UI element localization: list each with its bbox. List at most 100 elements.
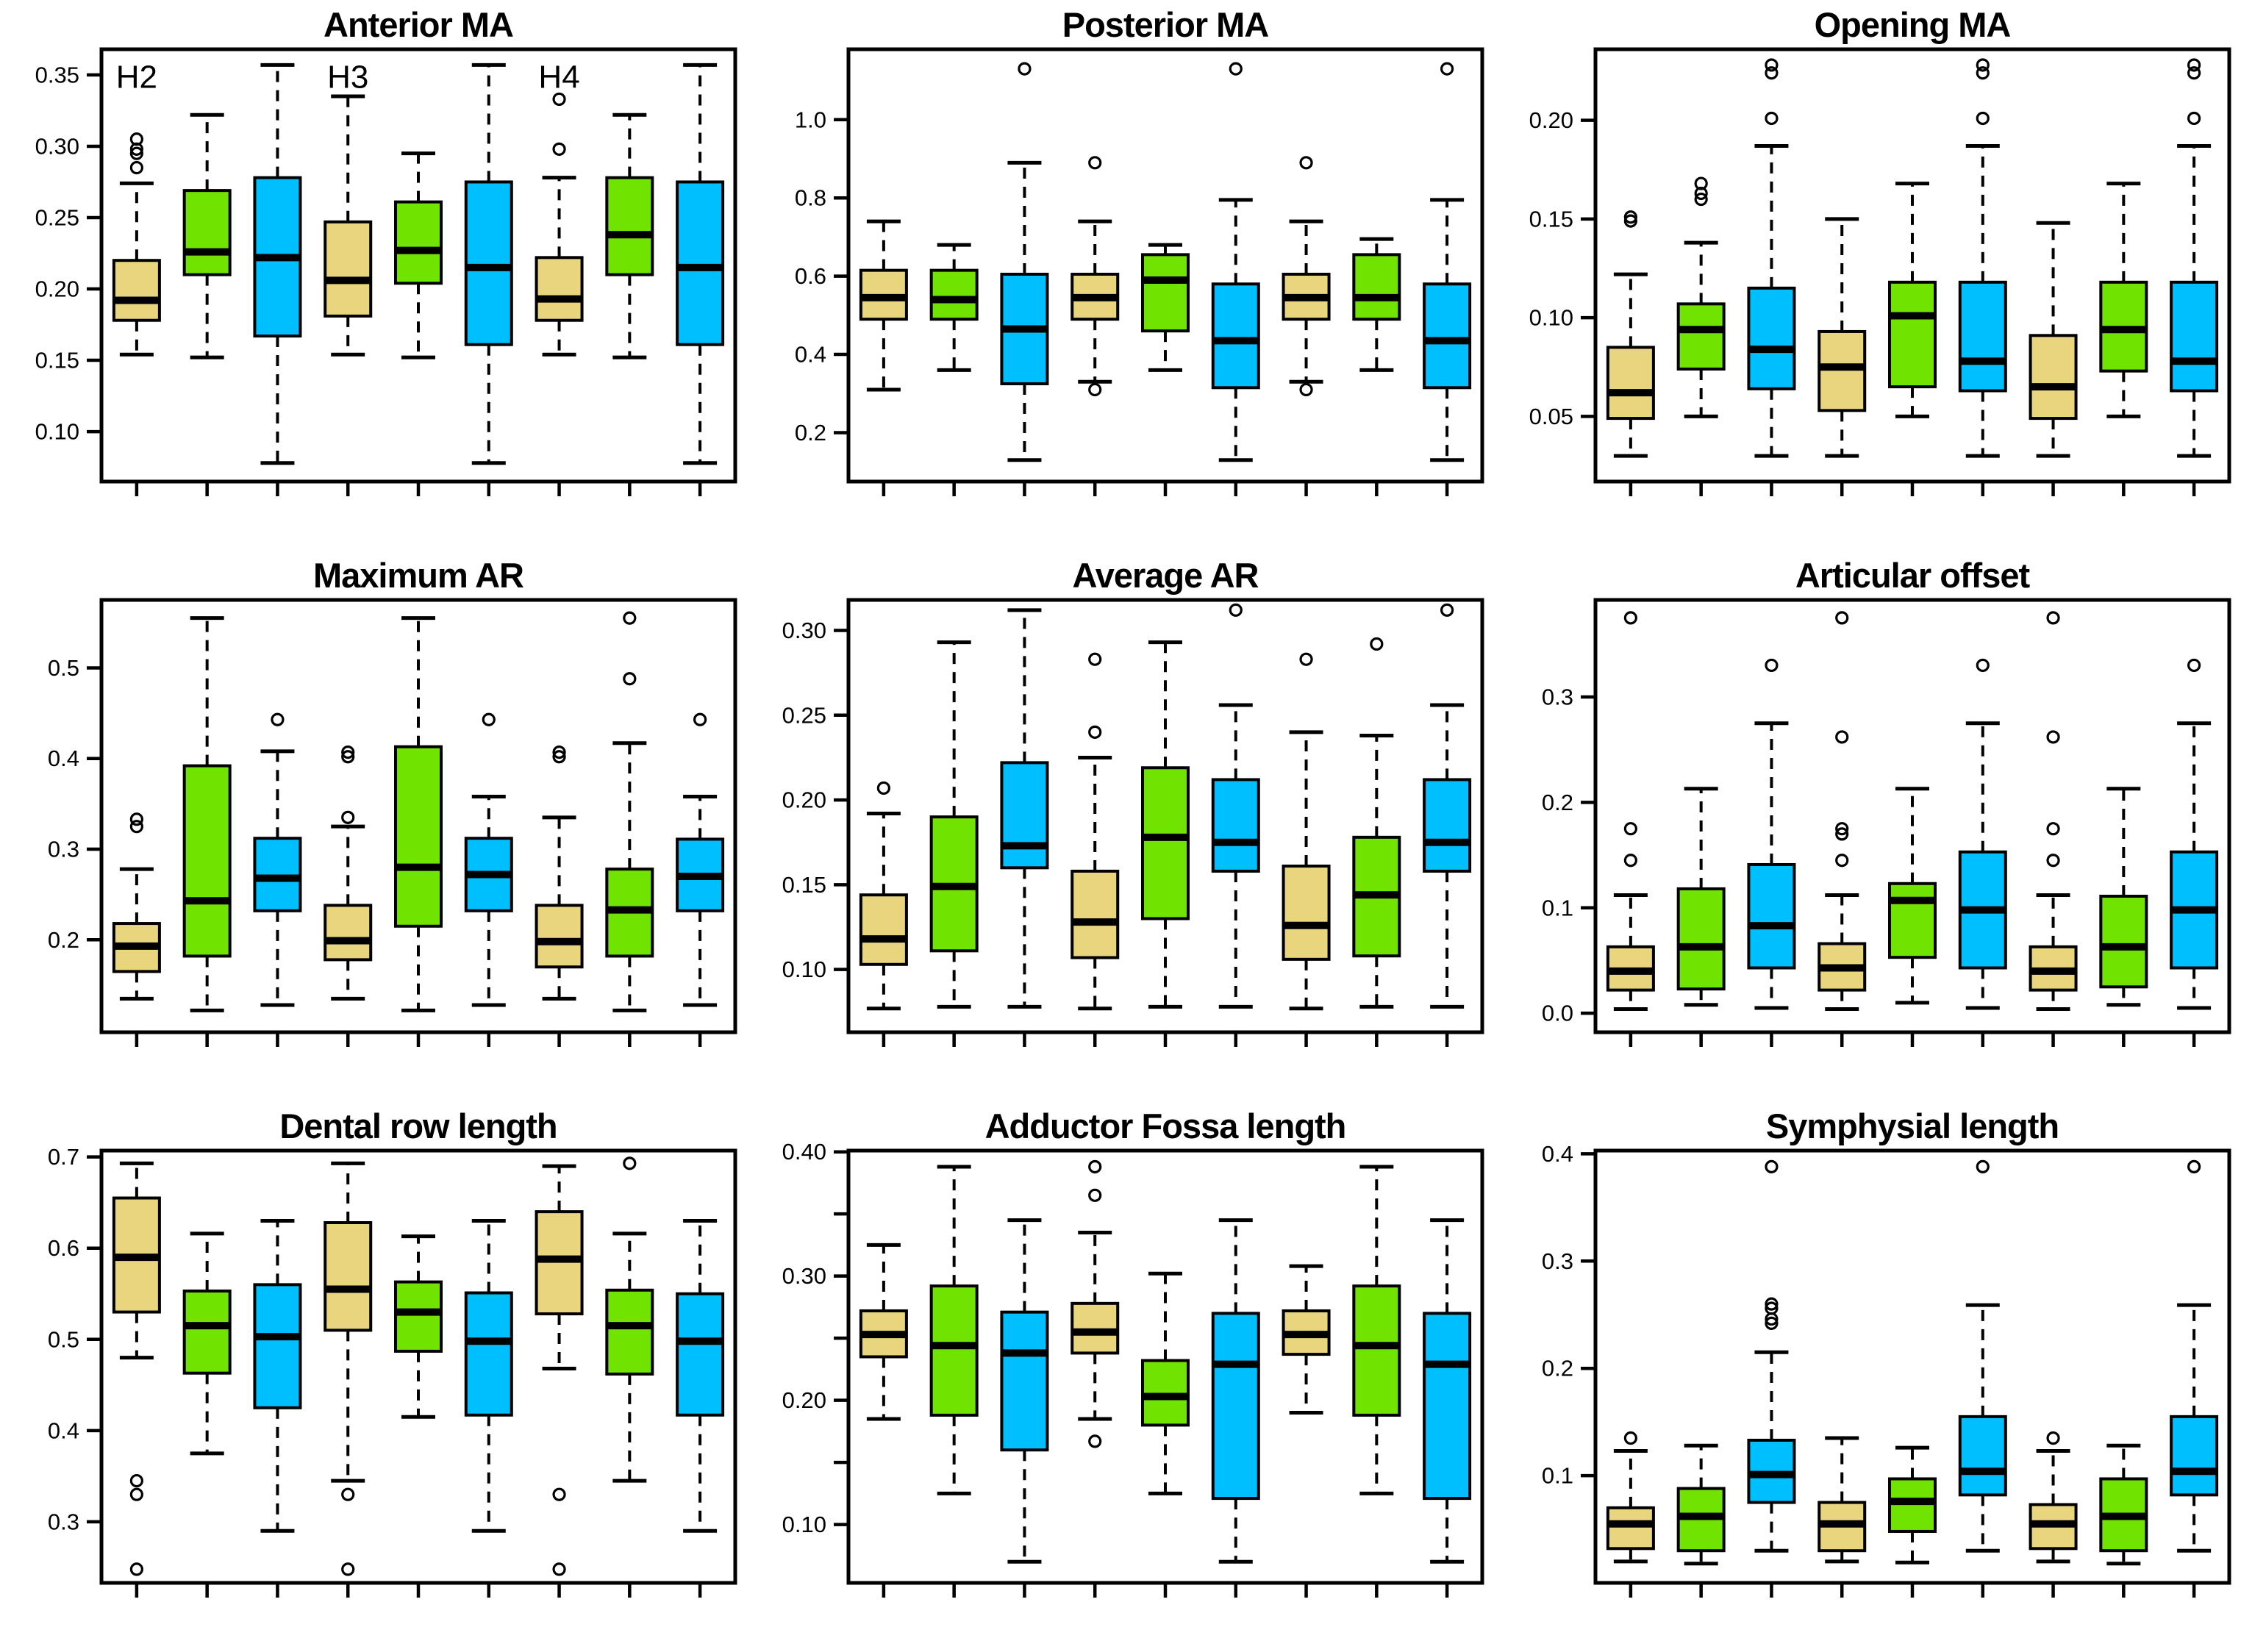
outlier-point: [1765, 111, 1779, 126]
outlier-point: [1088, 652, 1102, 666]
y-tick-label: 0.1: [1542, 895, 1573, 920]
y-tick-label: 0.30: [35, 133, 79, 159]
plot-frame: [1593, 1148, 2231, 1585]
outlier-point: [482, 712, 496, 726]
outlier-point: [129, 820, 143, 834]
y-tick-label: 0.25: [35, 204, 79, 230]
panel-title: Articular offset: [1795, 556, 2030, 595]
boxplot-canvas: 0.10 0.15 0.20 0.25 0.30: [782, 598, 1484, 1047]
outlier-point: [1835, 611, 1849, 625]
outlier-point: [552, 142, 566, 156]
box-rect: [324, 904, 373, 962]
box-rect: [1423, 1312, 1472, 1501]
outlier-point: [1370, 637, 1384, 651]
y-tick-label: 0.5: [48, 1326, 79, 1352]
y-tick-label: 0.4: [48, 1417, 79, 1443]
y-tick-label: 0.40: [782, 1139, 826, 1165]
y-tick-label: 0.15: [1529, 206, 1573, 232]
outlier-point: [1765, 58, 1779, 72]
outlier-point: [1018, 62, 1032, 76]
box-rect: [182, 189, 232, 276]
outlier-point: [1976, 111, 1990, 126]
box-rect: [1211, 778, 1260, 873]
outlier-point: [129, 1473, 143, 1488]
outlier-point: [129, 146, 143, 160]
outlier-point: [1765, 1159, 1779, 1173]
box-rect: [1211, 282, 1260, 390]
outlier-point: [1765, 1301, 1779, 1315]
y-tick-label: 0.20: [782, 1387, 826, 1413]
outlier-point: [1088, 382, 1102, 397]
box-rect: [929, 1284, 979, 1417]
outlier-point: [271, 712, 285, 726]
outlier-point: [1835, 827, 1849, 841]
outlier-point: [2187, 111, 2201, 126]
box-rect: [112, 259, 161, 322]
y-tick-label: 0.10: [782, 1512, 826, 1537]
boxplot-panel: 0.3 0.4 0.5 0.6 0.7 Dental row length: [0, 1101, 747, 1652]
outlier-point: [129, 1487, 143, 1501]
box-rect: [1282, 865, 1331, 961]
box-rect: [1211, 1312, 1260, 1501]
box-rect: [535, 256, 584, 322]
y-tick-label: 0.20: [1529, 107, 1573, 133]
y-tick-label: 0.4: [48, 745, 79, 771]
box-rect: [1071, 1301, 1120, 1355]
y-tick-label: 0.2: [1542, 790, 1573, 815]
group-label: H2: [116, 59, 157, 95]
panel-title: Posterior MA: [1062, 5, 1270, 44]
outlier-point: [1694, 192, 1708, 207]
box-rect: [1747, 286, 1796, 390]
outlier-point: [1440, 62, 1454, 76]
outlier-point: [1694, 176, 1708, 190]
outlier-point: [2046, 611, 2060, 625]
boxplot-canvas: 0.05 0.10 0.15 0.20: [1529, 47, 2231, 496]
y-tick-label: 0.25: [782, 702, 826, 728]
outlier-point: [1229, 603, 1243, 617]
box-rect: [1141, 766, 1190, 920]
box-rect: [1888, 882, 1937, 959]
y-tick-label: 0.30: [782, 1263, 826, 1289]
box-rect: [859, 893, 908, 966]
outlier-point: [1765, 1316, 1779, 1331]
y-tick-label: 0.10: [35, 419, 79, 445]
box-rect: [676, 180, 725, 346]
box-rect: [182, 1290, 232, 1375]
y-tick-label: 0.20: [782, 787, 826, 813]
boxplot-canvas: 0.3 0.4 0.5 0.6 0.7: [48, 1144, 737, 1598]
y-tick-label: 0.3: [48, 836, 79, 862]
plot-frame: [1593, 47, 2231, 484]
box-rect: [1888, 280, 1937, 389]
outlier-point: [1299, 156, 1313, 170]
plot-frame: [846, 1148, 1484, 1585]
outlier-point: [552, 1562, 566, 1576]
outlier-point: [1976, 58, 1990, 72]
outlier-point: [552, 1487, 566, 1501]
plot-frame: [1593, 598, 2231, 1034]
box-rect: [1888, 1477, 1937, 1533]
outlier-point: [1299, 652, 1313, 666]
y-tick-label: 0.05: [1529, 404, 1573, 429]
outlier-point: [1440, 603, 1454, 617]
boxplot-canvas: 0.2 0.3 0.4 0.5: [48, 598, 737, 1047]
y-tick-label: 0.8: [795, 185, 826, 211]
box-rect: [324, 1221, 373, 1332]
box-rect: [1676, 887, 1726, 991]
box-rect: [929, 268, 979, 321]
group-label: H3: [327, 59, 368, 95]
outlier-point: [623, 672, 637, 686]
outlier-point: [1976, 658, 1990, 673]
outlier-point: [1229, 62, 1243, 76]
y-tick-label: 0.15: [35, 348, 79, 373]
panel-title: Anterior MA: [324, 5, 514, 44]
box-rect: [605, 176, 654, 276]
box-rect: [1676, 302, 1726, 371]
y-tick-label: 0.30: [782, 618, 826, 643]
plot-frame: [846, 47, 1484, 484]
panel-title: Average AR: [1072, 556, 1259, 595]
y-tick-label: 0.5: [48, 655, 79, 681]
box-rect: [1141, 253, 1190, 333]
y-tick-label: 0.6: [48, 1235, 79, 1261]
box-rect: [1423, 282, 1472, 390]
